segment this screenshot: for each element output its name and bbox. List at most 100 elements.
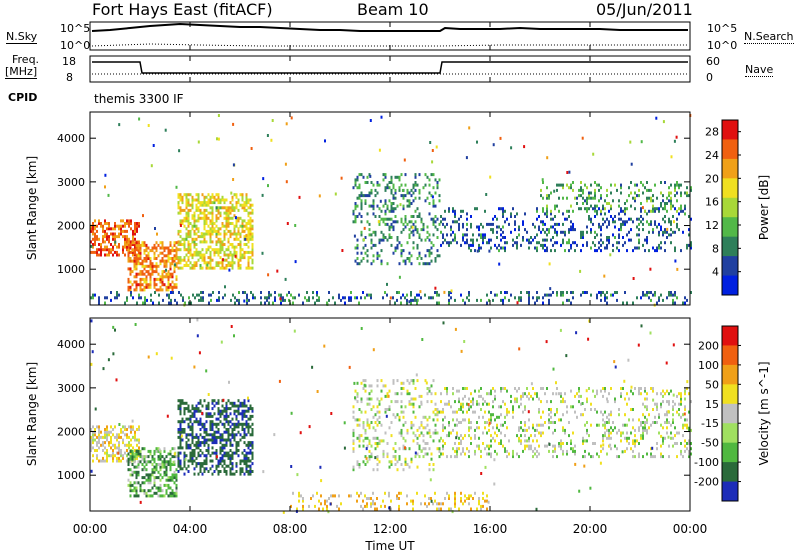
range-cell [179, 193, 182, 197]
range-cell [137, 283, 140, 287]
range-cell [179, 198, 182, 202]
range-cell [207, 470, 210, 473]
range-cell [122, 235, 124, 239]
range-cell [163, 275, 166, 279]
range-cell [522, 222, 524, 226]
range-cell [243, 459, 246, 463]
range-cell [546, 196, 548, 200]
range-cell [243, 412, 246, 416]
range-cell [189, 428, 192, 431]
range-cell [94, 438, 96, 442]
range-cell [458, 400, 460, 404]
range-cell [177, 229, 180, 233]
range-cell [161, 455, 164, 459]
range-cell [690, 217, 692, 221]
range-cell [155, 270, 158, 274]
range-cell [620, 228, 622, 232]
range-cell [90, 244, 93, 248]
range-cell [420, 431, 423, 435]
range-cell [554, 241, 556, 245]
range-cell [436, 183, 439, 187]
range-cell [231, 203, 234, 207]
range-cell [478, 502, 480, 506]
range-cell [247, 430, 250, 434]
range-cell [406, 199, 409, 203]
range-cell [213, 195, 216, 199]
range-cell [173, 249, 176, 253]
range-cell [215, 243, 218, 246]
range-cell [227, 414, 230, 418]
range-cell [241, 219, 244, 223]
range-cell [686, 298, 688, 302]
range-cell [436, 236, 439, 239]
range-cell [558, 444, 560, 448]
range-cell [428, 502, 430, 506]
range-cell [126, 459, 128, 463]
range-cell [108, 235, 110, 239]
range-cell [90, 449, 92, 452]
range-cell [197, 216, 200, 220]
range-cell [404, 457, 407, 461]
range-cell [142, 214, 144, 218]
range-cell [104, 433, 106, 437]
range-cell [568, 249, 570, 253]
range-cell [499, 136, 502, 140]
range-cell [141, 259, 144, 263]
range-cell [650, 447, 652, 451]
range-cell [153, 277, 156, 281]
range-cell [195, 433, 198, 437]
range-cell [169, 272, 172, 276]
range-cell [460, 402, 462, 406]
range-cell [416, 491, 418, 495]
range-cell [90, 296, 92, 300]
range-cell [185, 401, 188, 405]
range-cell [550, 191, 552, 195]
range-cell [163, 254, 166, 258]
range-cell [129, 285, 132, 289]
range-cell [646, 428, 648, 432]
range-cell [613, 360, 616, 364]
range-cell [684, 423, 686, 427]
range-cell [686, 442, 688, 445]
range-cell [398, 455, 401, 459]
range-cell [502, 444, 504, 448]
range-cell [396, 243, 399, 247]
range-cell [248, 298, 250, 302]
range-cell [173, 241, 176, 245]
range-cell [106, 438, 108, 442]
range-cell [360, 491, 362, 495]
range-cell [418, 426, 421, 430]
range-cell [570, 225, 572, 229]
range-cell [562, 183, 564, 187]
range-cell [570, 246, 572, 250]
range-cell [225, 470, 228, 473]
range-cell [632, 426, 634, 430]
range-cell [124, 243, 126, 246]
range-cell [134, 438, 136, 442]
range-cell [385, 414, 388, 418]
range-cell [213, 451, 216, 455]
range-cell [436, 413, 439, 417]
range-cell [225, 216, 228, 220]
range-cell [598, 188, 600, 192]
range-cell [249, 470, 252, 473]
range-cell [221, 248, 224, 252]
range-cell [465, 156, 468, 160]
range-cell [356, 178, 359, 182]
range-cell [640, 436, 642, 440]
range-cell [114, 454, 116, 458]
range-cell [161, 257, 164, 260]
range-cell [638, 428, 640, 432]
range-cell [506, 389, 508, 393]
range-cell [149, 460, 152, 464]
range-cell [363, 226, 366, 230]
range-cell [159, 241, 162, 245]
range-cell [456, 418, 458, 422]
range-cell [207, 224, 210, 228]
range-cell [492, 222, 494, 226]
range-cell [191, 459, 194, 463]
range-cell [183, 216, 186, 220]
range-cell [179, 464, 182, 468]
range-cell [500, 207, 502, 211]
range-cell [98, 433, 100, 437]
